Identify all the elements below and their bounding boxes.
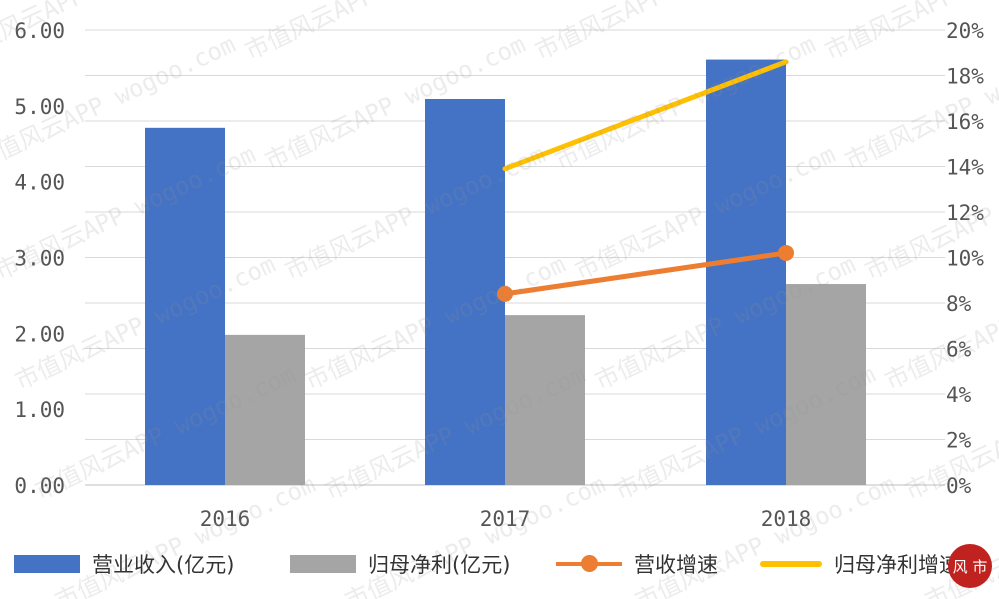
y-right-tick-label: 8%: [946, 292, 972, 316]
y-right-tick-label: 12%: [946, 201, 984, 225]
y-right-tick-label: 6%: [946, 338, 972, 362]
legend-swatch: [290, 555, 356, 573]
y-left-tick-label: 6.00: [14, 19, 65, 43]
y-right-tick-label: 20%: [946, 19, 984, 43]
x-tick-label: 2018: [761, 507, 812, 531]
legend-label: 归母净利(亿元): [368, 553, 511, 577]
point-revenue-growth: [497, 285, 513, 302]
bar-net-profit: [505, 315, 585, 485]
y-right-tick-label: 14%: [946, 156, 984, 180]
y-right-tick-label: 16%: [946, 110, 984, 134]
legend-item-revenue: 营业收入(亿元): [14, 546, 234, 582]
y-right-tick-label: 0%: [946, 474, 972, 498]
watermark: 市值风云APP wogoo.com: [841, 30, 999, 175]
legend-item-profit-growth: 归母净利增速: [760, 546, 960, 582]
x-tick-label: 2017: [480, 507, 531, 531]
legend: 营业收入(亿元) 归母净利(亿元) 营收增速 归母净利增速: [0, 546, 999, 582]
legend-swatch: [14, 555, 80, 573]
legend-swatch: [556, 555, 622, 572]
y-left-tick-label: 4.00: [14, 171, 65, 195]
bar-revenue: [145, 127, 225, 485]
line-profit-growth: [502, 59, 789, 172]
y-right-tick-label: 2%: [946, 429, 972, 453]
line-revenue-growth: [502, 250, 789, 297]
y-left-tick-label: 2.00: [14, 322, 65, 346]
bar-revenue: [425, 99, 505, 485]
bar-net-profit: [786, 284, 866, 485]
y-left-tick-label: 5.00: [14, 95, 65, 119]
y-left-tick-label: 3.00: [14, 247, 65, 271]
legend-label: 营业收入(亿元): [92, 553, 235, 577]
y-right-tick-label: 18%: [946, 65, 984, 89]
watermark: 市值风云APP wogoo.com: [281, 140, 550, 285]
y-left-tick-label: 1.00: [14, 398, 65, 422]
logo: 风 市: [948, 544, 992, 588]
y-right-tick-label: 4%: [946, 383, 972, 407]
x-tick-label: 2016: [200, 507, 251, 531]
legend-swatch: [760, 561, 822, 567]
legend-label: 归母净利增速: [834, 553, 960, 577]
bar-revenue: [706, 59, 786, 485]
y-right-tick-label: 10%: [946, 247, 984, 271]
bar-net-profit: [225, 334, 305, 485]
legend-item-net-profit: 归母净利(亿元): [290, 546, 510, 582]
legend-label: 营收增速: [634, 553, 718, 577]
point-revenue-growth: [778, 244, 794, 261]
legend-item-revenue-growth: 营收增速: [556, 546, 718, 582]
y-left-tick-label: 0.00: [14, 474, 65, 498]
